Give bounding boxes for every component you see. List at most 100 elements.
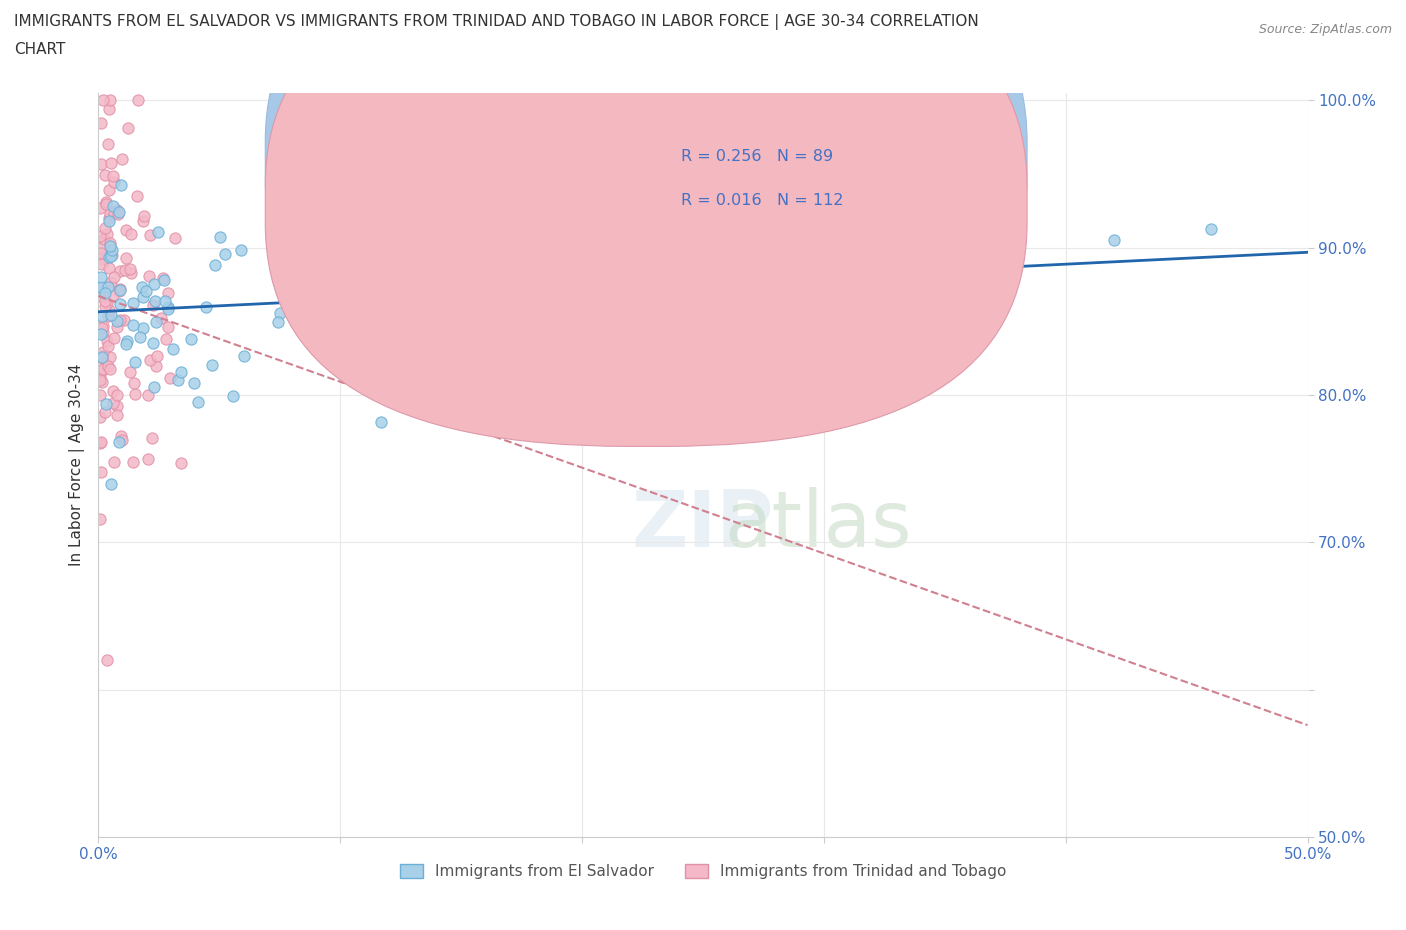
Point (96, 197, 118, 212)
Point (122, 454, 145, 469)
Point (145, 348, 167, 363)
Point (111, 152, 134, 166)
Point (89, 252, 111, 267)
Point (138, 269, 160, 284)
Point (131, 279, 153, 294)
Point (89, 368, 111, 383)
Point (120, 365, 142, 379)
Point (183, 376, 205, 391)
Point (229, 243, 252, 258)
Point (91, 350, 114, 365)
Point (110, 429, 132, 444)
Point (170, 365, 193, 379)
FancyBboxPatch shape (595, 119, 927, 249)
Point (756, 326, 779, 340)
Point (150, 311, 173, 325)
Point (103, 288, 125, 303)
Point (90, 321, 112, 336)
Point (94, 167, 117, 182)
Point (352, 125, 374, 140)
Point (208, 230, 231, 245)
Point (201, 357, 224, 372)
Point (195, 299, 218, 314)
Point (105, 319, 128, 334)
Point (89, 435, 111, 450)
Point (1007, 199, 1029, 214)
Point (105, 407, 128, 422)
Point (117, 121, 139, 136)
Point (138, 387, 160, 402)
Point (101, 199, 124, 214)
Point (145, 358, 167, 373)
Point (90, 326, 112, 341)
Point (94, 299, 117, 313)
Point (96, 295, 118, 310)
Point (91, 325, 114, 339)
Point (108, 205, 131, 219)
Point (132, 289, 155, 304)
Point (157, 286, 180, 300)
Point (136, 452, 159, 467)
Point (105, 313, 128, 328)
Point (98, 206, 121, 221)
Point (111, 433, 134, 448)
Point (94, 195, 117, 210)
Point (204, 258, 226, 272)
Point (115, 337, 138, 352)
Point (94, 405, 117, 419)
Point (90, 363, 112, 378)
Point (127, 93, 149, 108)
Point (96, 653, 118, 668)
Point (103, 205, 125, 219)
Point (100, 308, 122, 323)
Point (89, 229, 111, 244)
Point (100, 155, 122, 170)
Y-axis label: In Labor Force | Age 30-34: In Labor Force | Age 30-34 (69, 364, 84, 566)
Point (89, 388, 111, 403)
Point (132, 321, 155, 336)
Point (103, 330, 125, 345)
Point (89, 241, 111, 256)
Point (125, 189, 148, 204)
Point (789, 351, 811, 365)
Point (153, 273, 176, 288)
Point (97, 182, 120, 197)
Point (152, 271, 174, 286)
Point (134, 208, 156, 223)
Point (103, 270, 125, 285)
Point (112, 313, 135, 328)
Point (101, 384, 124, 399)
Point (823, 230, 845, 245)
Point (108, 434, 131, 449)
FancyBboxPatch shape (266, 0, 1026, 446)
Point (101, 242, 124, 257)
Point (135, 284, 157, 299)
Point (90, 464, 112, 479)
Point (114, 262, 136, 277)
Point (91, 308, 114, 323)
Point (162, 342, 184, 357)
Point (114, 223, 136, 238)
Point (100, 350, 122, 365)
Point (363, 284, 385, 299)
Point (146, 224, 169, 239)
Point (141, 431, 163, 445)
Point (93, 286, 115, 300)
Point (449, 278, 471, 293)
Point (120, 262, 142, 277)
Point (120, 227, 142, 242)
Text: atlas: atlas (724, 486, 911, 563)
Point (101, 168, 124, 183)
Point (132, 214, 155, 229)
Point (124, 355, 146, 370)
Point (100, 247, 122, 262)
Point (329, 327, 352, 342)
Point (89, 349, 111, 364)
Point (332, 360, 354, 375)
Text: Source: ZipAtlas.com: Source: ZipAtlas.com (1258, 23, 1392, 36)
Point (143, 276, 166, 291)
Point (269, 305, 291, 320)
Point (97, 358, 120, 373)
Point (399, 367, 422, 382)
Point (706, 181, 728, 196)
